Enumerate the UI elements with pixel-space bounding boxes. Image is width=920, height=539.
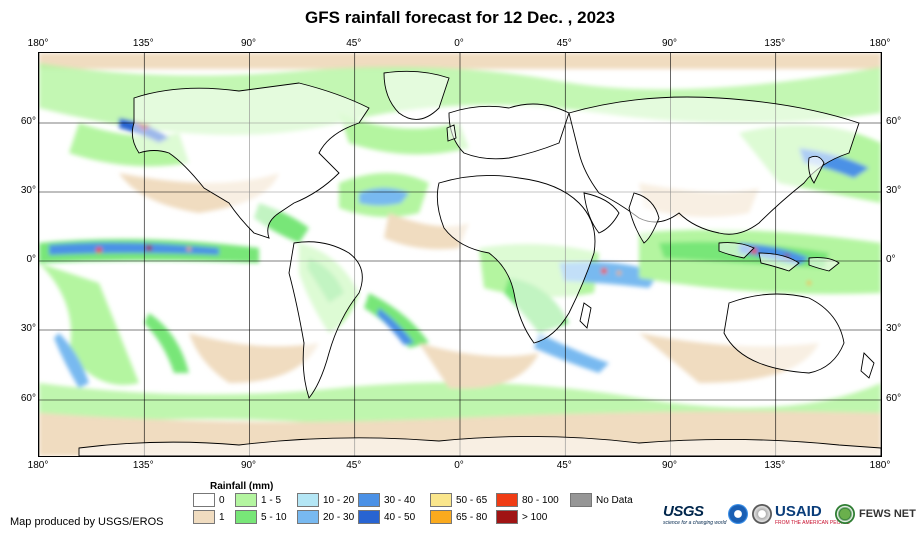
noaa-logo[interactable] bbox=[728, 504, 748, 524]
legend-swatch bbox=[193, 493, 215, 507]
legend-item: 0 bbox=[193, 493, 225, 507]
dos-seal-logo[interactable] bbox=[752, 504, 772, 524]
legend-label: 20 - 30 bbox=[323, 511, 355, 523]
usaid-logo-text: USAID bbox=[775, 503, 822, 520]
longitude-label-bottom: 135° bbox=[132, 460, 154, 471]
legend-item: 65 - 80 bbox=[430, 510, 487, 524]
longitude-label-bottom: 90° bbox=[661, 460, 678, 471]
legend-title: Rainfall (mm) bbox=[210, 481, 274, 492]
latitude-label-right: 30° bbox=[886, 323, 902, 334]
legend-item: 1 bbox=[193, 510, 225, 524]
legend-label: 80 - 100 bbox=[522, 494, 559, 506]
longitude-label-bottom: 90° bbox=[240, 460, 257, 471]
legend-item: 5 - 10 bbox=[235, 510, 287, 524]
legend-label: No Data bbox=[596, 494, 633, 506]
usgs-logo[interactable]: USGS science for a changing world bbox=[663, 503, 726, 526]
rainfall-map-svg bbox=[39, 53, 881, 456]
latitude-label-right: 60° bbox=[886, 116, 902, 127]
usgs-tagline: science for a changing world bbox=[663, 520, 727, 526]
legend-swatch bbox=[430, 510, 452, 524]
legend-label: 10 - 20 bbox=[323, 494, 355, 506]
legend-item: 20 - 30 bbox=[297, 510, 354, 524]
legend-swatch bbox=[358, 493, 380, 507]
continent-outlines bbox=[78, 70, 881, 456]
longitude-label-bottom: 135° bbox=[764, 460, 786, 471]
longitude-label-top: 135° bbox=[132, 38, 154, 49]
latitude-label-left: 30° bbox=[20, 185, 36, 196]
latitude-label-left: 60° bbox=[20, 116, 36, 127]
longitude-label-top: 180° bbox=[27, 38, 49, 49]
credit-text: Map produced by USGS/EROS bbox=[10, 516, 164, 528]
legend-item: 40 - 50 bbox=[358, 510, 415, 524]
longitude-label-top: 90° bbox=[661, 38, 678, 49]
legend-item: 1 - 5 bbox=[235, 493, 281, 507]
seal-emblem-icon bbox=[752, 504, 772, 524]
latitude-label-left: 0° bbox=[26, 254, 36, 265]
legend-swatch bbox=[496, 510, 518, 524]
legend-label: 65 - 80 bbox=[456, 511, 488, 523]
legend-label: 30 - 40 bbox=[384, 494, 416, 506]
longitude-label-top: 45° bbox=[346, 38, 362, 49]
legend-label: 0 bbox=[219, 494, 225, 506]
latitude-label-left: 60° bbox=[20, 393, 36, 404]
longitude-label-bottom: 45° bbox=[556, 460, 572, 471]
legend-swatch bbox=[297, 493, 319, 507]
longitude-label-top: 90° bbox=[240, 38, 257, 49]
latitude-label-right: 60° bbox=[886, 393, 902, 404]
fews-net-text: FEWS NET bbox=[859, 508, 916, 520]
longitude-label-top: 0° bbox=[454, 38, 464, 49]
legend-label: 1 - 5 bbox=[261, 494, 282, 506]
legend-label: 50 - 65 bbox=[456, 494, 488, 506]
legend-label: 40 - 50 bbox=[384, 511, 416, 523]
longitude-label-top: 180° bbox=[869, 38, 891, 49]
fews-globe-icon bbox=[835, 504, 855, 524]
legend-swatch bbox=[496, 493, 518, 507]
legend-item: 50 - 65 bbox=[430, 493, 487, 507]
longitude-label-top: 45° bbox=[556, 38, 572, 49]
noaa-emblem-icon bbox=[728, 504, 748, 524]
legend-label: 5 - 10 bbox=[261, 511, 287, 523]
longitude-label-bottom: 180° bbox=[869, 460, 891, 471]
longitude-label-bottom: 45° bbox=[346, 460, 362, 471]
latitude-label-right: 30° bbox=[886, 185, 902, 196]
legend-swatch bbox=[235, 510, 257, 524]
legend-item: 30 - 40 bbox=[358, 493, 415, 507]
usaid-tagline: FROM THE AMERICAN PEOPLE bbox=[775, 520, 850, 526]
legend-swatch bbox=[297, 510, 319, 524]
legend-item: 10 - 20 bbox=[297, 493, 354, 507]
longitude-label-top: 135° bbox=[764, 38, 786, 49]
legend-swatch bbox=[570, 493, 592, 507]
latitude-label-right: 0° bbox=[886, 254, 896, 265]
fews-net-logo[interactable]: FEWS NET bbox=[835, 504, 916, 524]
legend-swatch bbox=[235, 493, 257, 507]
legend-label: 1 bbox=[219, 511, 225, 523]
legend-swatch bbox=[358, 510, 380, 524]
legend-item: > 100 bbox=[496, 510, 547, 524]
legend-swatch bbox=[193, 510, 215, 524]
legend-item: No Data bbox=[570, 493, 633, 507]
usaid-logo[interactable]: USAID FROM THE AMERICAN PEOPLE bbox=[775, 503, 850, 526]
latitude-label-left: 30° bbox=[20, 323, 36, 334]
legend-label: > 100 bbox=[522, 511, 548, 523]
legend-swatch bbox=[430, 493, 452, 507]
map-title: GFS rainfall forecast for 12 Dec. , 2023 bbox=[305, 8, 615, 27]
longitude-label-bottom: 0° bbox=[454, 460, 464, 471]
longitude-label-bottom: 180° bbox=[27, 460, 49, 471]
rainfall-map[interactable] bbox=[38, 52, 882, 457]
usgs-logo-text: USGS bbox=[663, 503, 704, 520]
legend-item: 80 - 100 bbox=[496, 493, 559, 507]
